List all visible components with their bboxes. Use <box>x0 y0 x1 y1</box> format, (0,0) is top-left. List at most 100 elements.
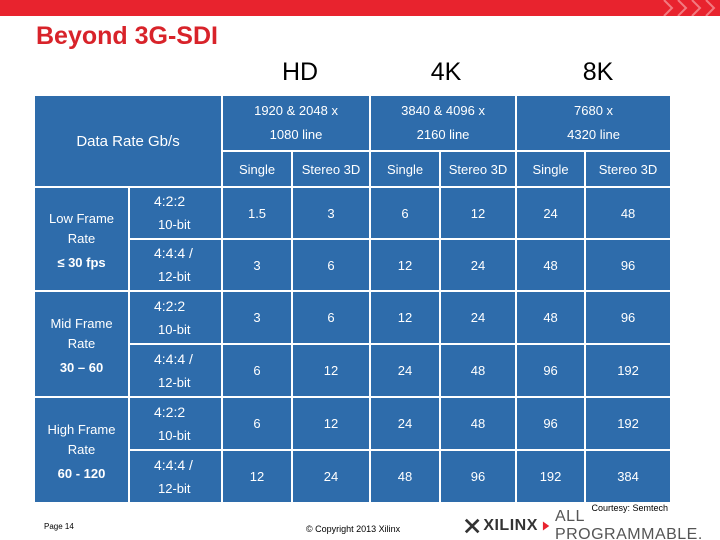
chevron-right-icon <box>542 521 550 531</box>
value-cell: 48 <box>439 396 518 451</box>
subheader-cell: Single <box>221 150 294 188</box>
value-cell: 48 <box>369 449 442 504</box>
resolution-8k-line1: 7680 x <box>574 103 614 118</box>
value-cell: 6 <box>221 343 294 398</box>
value-cell: 1.5 <box>221 186 294 240</box>
table-row: 4:4:4 / 12-bit 6 12 24 48 96 192 <box>34 343 673 398</box>
value-cell: 24 <box>369 343 442 398</box>
resolution-4k-line2: 2160 line <box>416 127 470 142</box>
value-cell: 3 <box>221 290 294 345</box>
table-row: 4:4:4 / 12-bit 12 24 48 96 192 384 <box>34 449 673 504</box>
column-header-4k: 4K <box>430 58 462 86</box>
value-cell: 6 <box>221 396 294 451</box>
value-cell: 48 <box>515 290 587 345</box>
format-bits: 10-bit <box>158 427 191 443</box>
resolution-row: Data Rate Gb/s 1920 & 2048 x 1080 line 3… <box>32 94 673 188</box>
subheader-cell: Stereo 3D <box>439 150 518 188</box>
value-cell: 3 <box>221 238 294 292</box>
brand-name: XILINX <box>483 517 538 534</box>
value-cell: 6 <box>291 238 372 292</box>
value-cell: 24 <box>439 238 518 292</box>
group-range: ≤ 30 fps <box>57 254 106 270</box>
format-bits: 12-bit <box>158 269 191 284</box>
format-bits: 10-bit <box>158 321 191 337</box>
value-cell: 192 <box>584 396 673 451</box>
format-chroma: 4:4:4 / <box>154 245 193 261</box>
format-cell: 4:2:2 10-bit <box>127 290 224 345</box>
value-cell: 24 <box>291 449 372 504</box>
value-cell: 12 <box>369 238 442 292</box>
resolution-4k: 3840 & 4096 x 2160 line <box>369 94 518 152</box>
data-rate-label-text: Data Rate Gb/s <box>76 132 180 150</box>
group-label-text: Mid Frame Rate <box>50 315 113 351</box>
format-cell: 4:4:4 / 12-bit <box>127 238 224 292</box>
resolution-hd: 1920 & 2048 x 1080 line <box>221 94 372 152</box>
format-cell: 4:2:2 10-bit <box>127 396 224 451</box>
value-cell: 96 <box>584 238 673 292</box>
value-cell: 12 <box>221 449 294 504</box>
value-cell: 48 <box>584 186 673 240</box>
resolution-4k-line1: 3840 & 4096 x <box>401 103 485 118</box>
table-row: Mid Frame Rate 30 – 60 4:2:2 10-bit 3 6 … <box>33 290 673 398</box>
value-cell: 12 <box>369 290 442 345</box>
value-cell: 96 <box>515 343 587 398</box>
data-rate-table: Data Rate Gb/s 1920 & 2048 x 1080 line 3… <box>32 94 673 504</box>
group-label-low: Low Frame Rate ≤ 30 fps <box>33 186 130 292</box>
value-cell: 24 <box>439 290 518 345</box>
format-bits: 12-bit <box>158 374 191 390</box>
value-cell: 96 <box>515 396 587 451</box>
value-cell: 192 <box>515 449 587 504</box>
format-cell: 4:4:4 / 12-bit <box>127 449 224 504</box>
format-chroma: 4:4:4 / <box>154 350 193 367</box>
format-chroma: 4:2:2 <box>154 403 186 420</box>
courtesy-note: Courtesy: Semtech <box>591 503 668 513</box>
data-rate-label: Data Rate Gb/s <box>32 94 224 188</box>
format-bits: 10-bit <box>158 217 191 232</box>
page-number: Page 14 <box>44 522 74 531</box>
slide-title: Beyond 3G-SDI <box>36 22 218 50</box>
value-cell: 3 <box>291 186 372 240</box>
resolution-hd-line2: 1080 line <box>269 127 323 142</box>
copyright: © Copyright 2013 Xilinx <box>306 524 401 534</box>
subheader-row: Single Stereo 3D Single Stereo 3D Single… <box>34 150 673 188</box>
table-row: High Frame Rate 60 - 120 4:2:2 10-bit 6 … <box>33 396 673 504</box>
table-row: 4:4:4 / 12-bit 3 6 12 24 48 96 <box>34 238 673 292</box>
group-label-high: High Frame Rate 60 - 120 <box>33 396 130 504</box>
group-range: 60 - 120 <box>57 465 106 481</box>
top-accent-bar <box>0 0 720 16</box>
column-header-8k: 8K <box>582 58 614 86</box>
group-label-mid: Mid Frame Rate 30 – 60 <box>33 290 130 398</box>
value-cell: 12 <box>291 396 372 451</box>
value-cell: 96 <box>584 290 673 345</box>
value-cell: 24 <box>369 396 442 451</box>
value-cell: 192 <box>584 343 673 398</box>
column-header-hd: HD <box>281 58 319 86</box>
value-cell: 96 <box>439 449 518 504</box>
value-cell: 384 <box>584 449 673 504</box>
resolution-8k-line2: 4320 line <box>567 127 620 142</box>
group-label-text: High Frame Rate <box>47 421 116 457</box>
subheader-cell: Stereo 3D <box>584 150 673 188</box>
format-cell: 4:2:2 10-bit <box>127 186 224 240</box>
format-chroma: 4:2:2 <box>154 297 186 314</box>
value-cell: 24 <box>515 186 587 240</box>
value-cell: 48 <box>515 238 587 292</box>
value-cell: 6 <box>369 186 442 240</box>
group-range: 30 – 60 <box>59 359 104 375</box>
brand-tagline: ALL PROGRAMMABLE. <box>554 508 703 540</box>
format-bits: 12-bit <box>158 480 191 496</box>
value-cell: 12 <box>291 343 372 398</box>
subheader-cell: Single <box>515 150 587 188</box>
subheader-cell: Single <box>369 150 442 188</box>
format-chroma: 4:4:4 / <box>154 456 193 473</box>
group-label-text: Low Frame Rate <box>48 210 115 246</box>
value-cell: 12 <box>439 186 518 240</box>
xilinx-logo-icon <box>464 518 480 534</box>
value-cell: 6 <box>291 290 372 345</box>
format-chroma: 4:2:2 <box>154 193 186 209</box>
value-cell: 48 <box>439 343 518 398</box>
table-row: Low Frame Rate ≤ 30 fps 4:2:2 10-bit 1.5… <box>33 186 673 292</box>
resolution-8k: 7680 x 4320 line <box>515 94 673 152</box>
subheader-cell: Stereo 3D <box>291 150 372 188</box>
brand-footer: XILINX ALL PROGRAMMABLE. <box>464 508 720 540</box>
